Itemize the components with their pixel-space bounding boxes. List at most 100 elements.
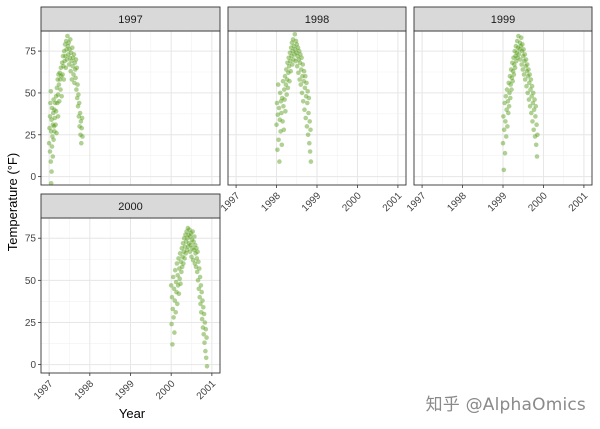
data-point bbox=[185, 235, 190, 241]
data-point bbox=[175, 283, 181, 288]
data-point bbox=[515, 45, 521, 50]
data-point bbox=[187, 227, 192, 233]
data-point bbox=[197, 274, 203, 280]
data-point bbox=[525, 90, 530, 96]
y-tick-label: 75 bbox=[25, 234, 37, 245]
data-point bbox=[298, 67, 304, 72]
data-point bbox=[289, 53, 294, 59]
data-point bbox=[303, 73, 308, 79]
data-point bbox=[300, 73, 305, 79]
data-point bbox=[196, 259, 201, 265]
data-point bbox=[518, 57, 523, 62]
data-point bbox=[191, 247, 197, 253]
data-point bbox=[193, 264, 199, 270]
y-tick-label: 0 bbox=[30, 172, 36, 183]
data-point bbox=[52, 107, 57, 112]
data-point bbox=[50, 154, 56, 159]
data-point bbox=[184, 229, 189, 234]
data-point bbox=[52, 115, 58, 121]
data-point bbox=[504, 107, 509, 112]
data-point bbox=[525, 62, 530, 67]
data-point bbox=[176, 291, 182, 297]
data-point bbox=[193, 251, 198, 256]
data-point bbox=[286, 70, 291, 76]
data-point bbox=[290, 62, 295, 67]
data-point bbox=[195, 278, 201, 283]
data-point bbox=[172, 298, 178, 303]
data-point bbox=[61, 48, 67, 54]
watermark-text: 知乎 @AlphaOmics bbox=[425, 395, 586, 415]
data-point bbox=[201, 311, 207, 317]
data-point bbox=[51, 137, 56, 143]
data-point bbox=[56, 72, 61, 77]
data-point bbox=[285, 85, 291, 91]
data-point bbox=[523, 63, 528, 69]
data-point bbox=[55, 77, 60, 82]
data-point bbox=[169, 294, 175, 300]
facet-strip-label: 1997 bbox=[118, 14, 142, 26]
facet-strip-label: 1998 bbox=[305, 14, 329, 26]
data-point bbox=[203, 355, 209, 361]
data-point bbox=[524, 83, 529, 89]
data-point bbox=[510, 68, 516, 74]
data-point bbox=[59, 94, 64, 99]
data-point bbox=[296, 70, 301, 76]
data-point bbox=[507, 90, 512, 96]
data-point bbox=[201, 332, 206, 337]
data-point bbox=[274, 122, 279, 127]
data-point bbox=[288, 68, 294, 74]
data-point bbox=[75, 82, 80, 87]
data-point bbox=[186, 244, 191, 249]
data-point bbox=[173, 310, 178, 315]
data-point bbox=[279, 142, 285, 148]
data-point bbox=[297, 77, 302, 82]
data-point bbox=[304, 124, 310, 129]
data-point bbox=[288, 45, 294, 50]
data-point bbox=[188, 242, 193, 248]
data-point bbox=[203, 326, 209, 332]
data-point bbox=[534, 122, 539, 127]
data-point bbox=[283, 109, 288, 114]
x-tick-label: 2000 bbox=[340, 190, 364, 214]
data-point bbox=[183, 232, 188, 238]
data-point bbox=[171, 315, 176, 320]
data-point bbox=[179, 246, 185, 251]
data-point bbox=[294, 42, 300, 47]
data-point bbox=[51, 124, 57, 129]
data-point bbox=[276, 137, 281, 143]
data-point bbox=[519, 62, 524, 67]
data-point bbox=[508, 67, 514, 72]
x-tick-label: 1999 bbox=[300, 190, 324, 214]
data-point bbox=[293, 58, 298, 64]
data-point bbox=[508, 82, 513, 87]
data-point bbox=[516, 33, 521, 39]
data-point bbox=[183, 251, 189, 256]
data-point bbox=[302, 85, 308, 91]
data-point bbox=[194, 269, 200, 275]
data-point bbox=[278, 99, 284, 104]
data-point bbox=[67, 55, 73, 61]
data-point bbox=[66, 52, 71, 57]
x-tick-label: 1999 bbox=[113, 378, 137, 402]
data-point bbox=[298, 52, 303, 57]
data-point bbox=[279, 110, 284, 116]
data-point bbox=[506, 80, 512, 86]
data-point bbox=[533, 104, 539, 109]
data-point bbox=[307, 149, 313, 154]
data-point bbox=[520, 67, 526, 72]
data-point bbox=[186, 232, 191, 238]
data-point bbox=[523, 57, 529, 62]
data-point bbox=[50, 110, 56, 116]
data-point bbox=[184, 247, 190, 253]
data-point bbox=[531, 127, 536, 133]
data-point bbox=[72, 67, 78, 72]
data-point bbox=[303, 115, 309, 121]
data-point bbox=[528, 87, 533, 92]
x-tick-label: 1997 bbox=[32, 378, 56, 402]
data-point bbox=[277, 159, 282, 164]
data-point bbox=[530, 100, 536, 106]
data-point bbox=[501, 167, 507, 173]
data-point bbox=[528, 77, 534, 82]
data-point bbox=[79, 140, 84, 146]
